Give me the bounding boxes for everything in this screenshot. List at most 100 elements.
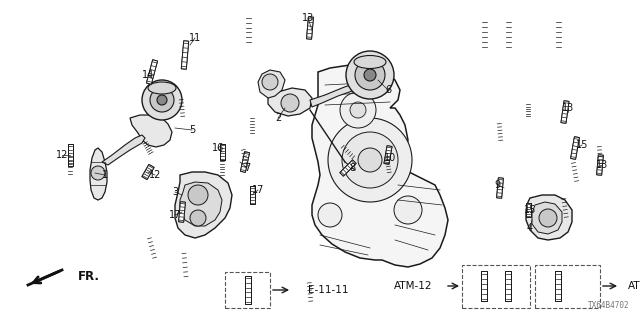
Text: 2: 2 <box>275 113 281 123</box>
Polygon shape <box>245 276 251 304</box>
Polygon shape <box>147 60 157 84</box>
Polygon shape <box>181 41 189 69</box>
Text: 13: 13 <box>302 13 314 23</box>
Polygon shape <box>481 271 487 301</box>
Text: 15: 15 <box>576 140 588 150</box>
Polygon shape <box>384 146 392 164</box>
Text: FR.: FR. <box>78 270 100 284</box>
Polygon shape <box>175 172 232 238</box>
Polygon shape <box>102 135 145 165</box>
Polygon shape <box>241 152 250 172</box>
Circle shape <box>358 148 382 172</box>
Polygon shape <box>497 178 504 198</box>
Text: 16: 16 <box>212 143 224 153</box>
Polygon shape <box>555 271 561 301</box>
Polygon shape <box>571 137 579 159</box>
Circle shape <box>157 95 167 105</box>
Text: 11: 11 <box>189 33 201 43</box>
Text: 3: 3 <box>172 187 178 197</box>
Polygon shape <box>307 17 314 39</box>
Polygon shape <box>181 41 189 69</box>
Polygon shape <box>532 202 562 234</box>
Polygon shape <box>497 178 504 198</box>
Circle shape <box>364 69 376 81</box>
Polygon shape <box>67 144 72 166</box>
Text: TX64B4702: TX64B4702 <box>588 301 630 310</box>
Polygon shape <box>310 78 370 107</box>
Polygon shape <box>258 70 285 98</box>
Polygon shape <box>179 202 186 222</box>
Circle shape <box>350 102 366 118</box>
Text: 13: 13 <box>562 103 574 113</box>
Circle shape <box>150 88 174 112</box>
Polygon shape <box>220 144 225 160</box>
Circle shape <box>394 196 422 224</box>
Text: 12: 12 <box>56 150 68 160</box>
Ellipse shape <box>354 55 386 68</box>
Polygon shape <box>130 115 172 147</box>
Bar <box>462 265 530 308</box>
Polygon shape <box>220 144 225 160</box>
Polygon shape <box>268 88 312 116</box>
Text: 10: 10 <box>384 153 396 163</box>
Polygon shape <box>340 160 356 176</box>
Polygon shape <box>179 202 186 222</box>
Circle shape <box>355 60 385 90</box>
Text: 7: 7 <box>244 163 250 173</box>
Polygon shape <box>142 164 154 180</box>
Circle shape <box>188 185 208 205</box>
Circle shape <box>328 118 412 202</box>
Polygon shape <box>384 146 392 164</box>
Text: 9: 9 <box>494 180 500 190</box>
Text: 15: 15 <box>524 205 536 215</box>
Polygon shape <box>561 101 569 123</box>
Polygon shape <box>505 271 511 301</box>
Text: 5: 5 <box>189 125 195 135</box>
Circle shape <box>346 51 394 99</box>
Polygon shape <box>525 203 531 217</box>
Ellipse shape <box>148 82 176 94</box>
Circle shape <box>539 209 557 227</box>
Polygon shape <box>526 195 572 240</box>
Circle shape <box>342 132 398 188</box>
Text: E-11-11: E-11-11 <box>308 285 349 295</box>
Polygon shape <box>481 271 487 301</box>
Polygon shape <box>180 182 222 226</box>
Polygon shape <box>596 155 604 175</box>
Text: ATM-12: ATM-12 <box>394 281 432 291</box>
Circle shape <box>318 203 342 227</box>
Circle shape <box>340 92 376 128</box>
Bar <box>225 272 270 308</box>
Text: 17: 17 <box>252 185 264 195</box>
Circle shape <box>281 94 299 112</box>
Polygon shape <box>245 276 251 304</box>
Polygon shape <box>561 101 569 123</box>
Text: ATM-13: ATM-13 <box>628 281 640 291</box>
Polygon shape <box>555 271 561 301</box>
Circle shape <box>142 80 182 120</box>
Polygon shape <box>525 203 531 217</box>
Polygon shape <box>241 152 250 172</box>
Text: 8: 8 <box>349 163 355 173</box>
Polygon shape <box>250 186 255 204</box>
Polygon shape <box>571 137 579 159</box>
Text: 14: 14 <box>142 70 154 80</box>
Text: 12: 12 <box>149 170 161 180</box>
Polygon shape <box>147 60 157 84</box>
Text: 4: 4 <box>527 223 533 233</box>
Circle shape <box>91 166 105 180</box>
Polygon shape <box>596 155 604 175</box>
Text: 6: 6 <box>385 85 391 95</box>
Polygon shape <box>90 148 107 200</box>
Text: 13: 13 <box>596 160 608 170</box>
Circle shape <box>262 74 278 90</box>
Polygon shape <box>505 271 511 301</box>
Polygon shape <box>250 186 255 204</box>
Polygon shape <box>307 17 314 39</box>
Bar <box>535 265 600 308</box>
Circle shape <box>190 210 206 226</box>
Text: 17: 17 <box>169 210 181 220</box>
Polygon shape <box>340 160 356 176</box>
Polygon shape <box>142 164 154 180</box>
Text: 1: 1 <box>102 170 108 180</box>
